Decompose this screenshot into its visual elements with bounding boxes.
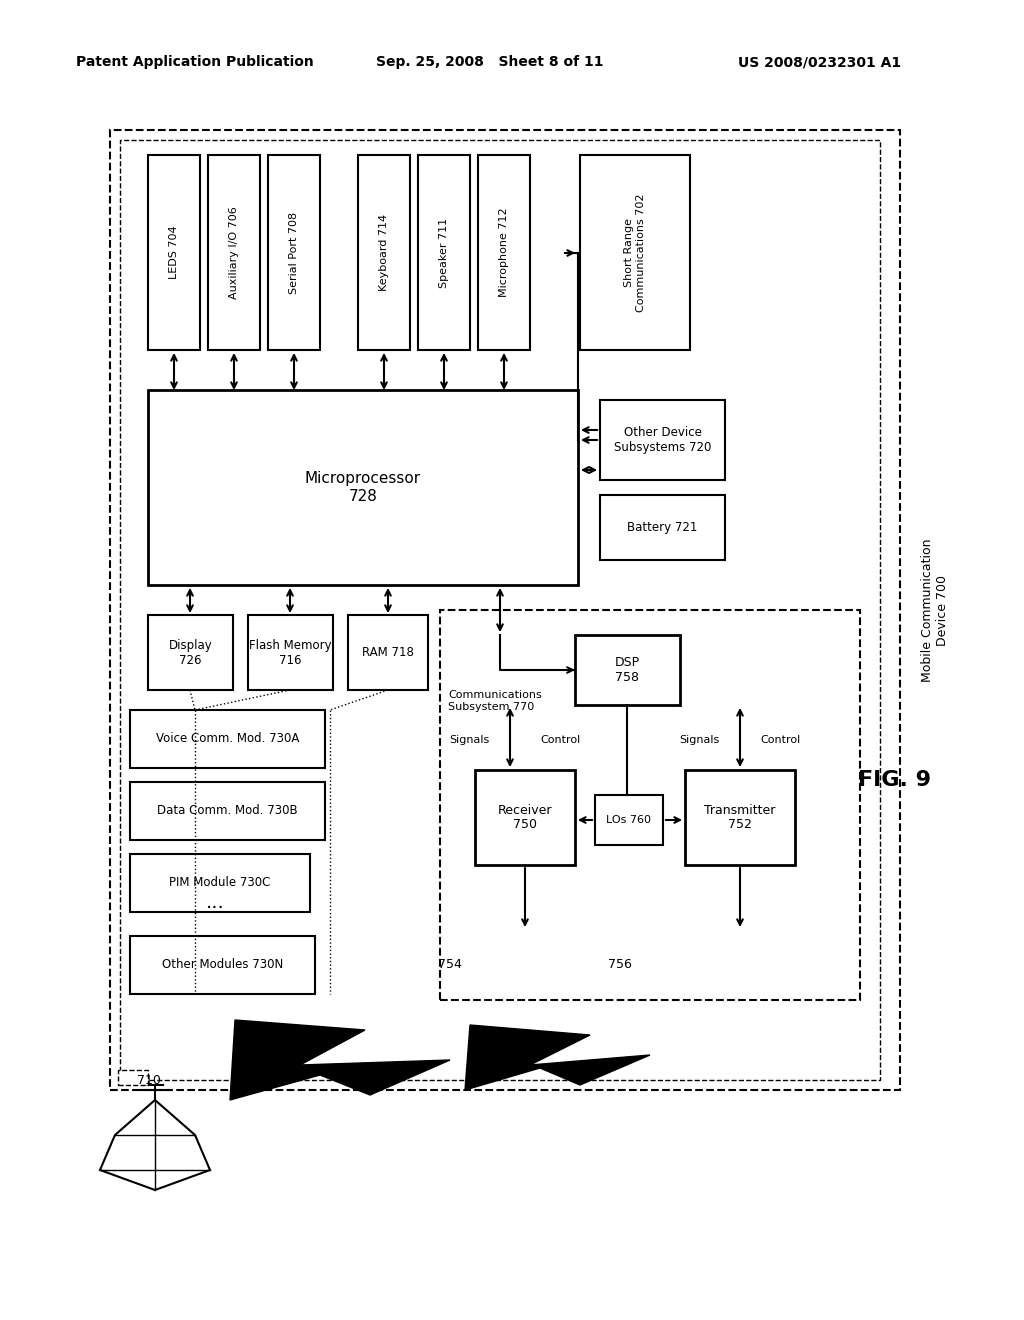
Bar [130,936,315,994]
Bar [600,400,725,480]
Text: PIM Module 730C: PIM Module 730C [169,876,270,890]
Text: RAM 718: RAM 718 [362,645,414,659]
Text: Battery 721: Battery 721 [628,521,697,535]
Text: FIG. 9: FIG. 9 [858,770,932,789]
Polygon shape [230,1020,450,1100]
Text: Patent Application Publication: Patent Application Publication [76,55,314,69]
Text: Display
726: Display 726 [169,639,212,667]
Bar [600,495,725,560]
Polygon shape [465,1026,650,1090]
Text: Other Device
Subsystems 720: Other Device Subsystems 720 [613,426,712,454]
Bar [148,615,233,690]
Text: Transmitter
752: Transmitter 752 [705,804,776,832]
Bar [118,1071,148,1085]
Bar [580,154,690,350]
Text: Mobile Communication
Device 700: Mobile Communication Device 700 [921,539,949,681]
Text: Control: Control [540,735,581,744]
Text: ...: ... [206,892,224,912]
Bar [685,770,795,865]
Text: Serial Port 708: Serial Port 708 [289,211,299,293]
Text: Communications
Subsystem 770: Communications Subsystem 770 [449,690,542,711]
Text: 710: 710 [137,1073,161,1086]
Bar [130,854,310,912]
Text: Sep. 25, 2008   Sheet 8 of 11: Sep. 25, 2008 Sheet 8 of 11 [376,55,604,69]
Bar [348,615,428,690]
Bar [595,795,663,845]
Bar [130,710,325,768]
Bar [120,140,880,1080]
Text: Flash Memory
716: Flash Memory 716 [249,639,332,667]
Bar [110,129,900,1090]
Bar [148,389,578,585]
Text: Signals: Signals [450,735,490,744]
Bar [248,615,333,690]
Text: 756: 756 [608,958,632,972]
Text: Microprocessor
728: Microprocessor 728 [305,471,421,504]
Bar [130,781,325,840]
Bar [268,154,319,350]
Bar [418,154,470,350]
Bar [358,154,410,350]
Text: Signals: Signals [680,735,720,744]
Text: DSP
758: DSP 758 [615,656,640,684]
Text: Other Modules 730N: Other Modules 730N [162,958,283,972]
Text: Keyboard 714: Keyboard 714 [379,214,389,292]
Text: Voice Comm. Mod. 730A: Voice Comm. Mod. 730A [156,733,299,746]
Text: Auxiliary I/O 706: Auxiliary I/O 706 [229,206,239,298]
Bar [208,154,260,350]
Text: LOs 760: LOs 760 [606,814,651,825]
Bar [478,154,530,350]
Text: Microphone 712: Microphone 712 [499,207,509,297]
Text: Short Range
Communications 702: Short Range Communications 702 [625,193,646,312]
Text: LEDS 704: LEDS 704 [169,226,179,280]
Text: 754: 754 [438,958,462,972]
Text: Control: Control [760,735,800,744]
Text: Receiver
750: Receiver 750 [498,804,552,832]
Bar [440,610,860,1001]
Text: Data Comm. Mod. 730B: Data Comm. Mod. 730B [158,804,298,817]
Bar [148,154,200,350]
Bar [575,635,680,705]
Bar [475,770,575,865]
Text: US 2008/0232301 A1: US 2008/0232301 A1 [738,55,901,69]
Text: Speaker 711: Speaker 711 [439,218,449,288]
